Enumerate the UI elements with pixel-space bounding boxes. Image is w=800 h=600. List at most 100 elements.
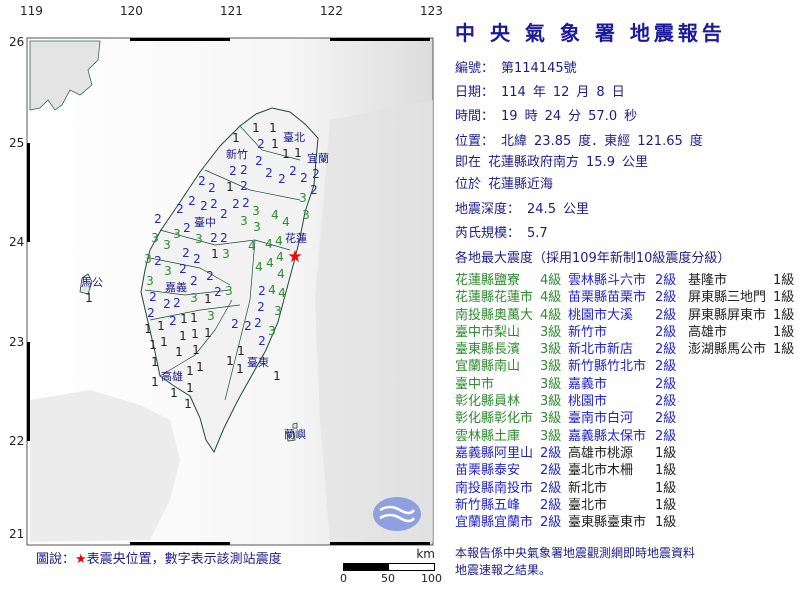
intensity-level: 1級 [773, 324, 795, 340]
station-intensity: 1 [186, 364, 194, 378]
station-intensity: 3 [173, 227, 181, 241]
star-icon: ★ [75, 552, 87, 567]
station-intensity: 1 [204, 292, 212, 306]
intensity-level: 1級 [773, 307, 795, 323]
station-intensity: 4 [277, 267, 285, 281]
city-label: 新竹 [226, 147, 248, 161]
station-intensity: 1 [157, 319, 165, 333]
station-intensity: 2 [232, 197, 240, 211]
station-intensity: 4 [248, 239, 256, 253]
city-label: 臺中 [194, 215, 216, 229]
intensity-level: 1級 [773, 273, 795, 288]
station-intensity: 3 [299, 191, 307, 205]
station-intensity: 1 [196, 360, 204, 374]
station-name: 臺東縣長濱 [455, 342, 521, 358]
station-name: 彰化縣員林 [455, 394, 521, 410]
station-intensity: 2 [300, 171, 308, 185]
value: 年 [532, 85, 546, 100]
station-intensity: 1 [236, 362, 244, 376]
station-intensity: 4 [282, 215, 290, 229]
intensity-level: 2級 [540, 463, 562, 479]
value: 114 [501, 85, 526, 100]
value: 24.5 [527, 202, 556, 217]
station-intensity: 1 [149, 338, 157, 352]
scale-label: 50 [381, 572, 395, 585]
station-intensity: 2 [210, 231, 218, 245]
station-name: 屏東縣三地門 [688, 290, 767, 306]
value: 公里 [562, 202, 589, 217]
cwa-logo-icon [373, 497, 421, 531]
intensity-level: 1級 [773, 342, 795, 358]
station-name: 臺中市梨山 [455, 324, 521, 340]
station-intensity: 1 [204, 326, 212, 340]
label: 地震深度： [455, 202, 521, 217]
station-name: 嘉義市 [568, 376, 608, 392]
station-intensity: 3 [144, 252, 152, 266]
station-name: 基隆市 [688, 273, 728, 288]
station-name: 高雄市桃源 [568, 445, 634, 461]
value: 日 [611, 85, 625, 100]
value: 57.0 [588, 109, 618, 124]
station-name: 彰化縣彰化市 [455, 411, 534, 427]
station-intensity: 3 [146, 274, 154, 288]
station-intensity: 4 [278, 286, 286, 300]
lon-tick: 119 [20, 4, 43, 18]
station-intensity: 1 [144, 322, 152, 336]
value: 5.7 [527, 226, 548, 241]
station-intensity: 2 [240, 179, 248, 193]
station-intensity: 3 [190, 291, 198, 305]
value: 秒 [624, 109, 638, 124]
station-name: 臺南市白河 [568, 411, 634, 427]
scale-label: 100 [421, 572, 442, 585]
station-name: 嘉義縣太保市 [568, 428, 647, 444]
station-intensity: 1 [237, 344, 245, 358]
intensity-level: 1級 [655, 463, 677, 479]
station-intensity: 3 [274, 304, 282, 318]
station-name: 新竹縣五峰 [455, 497, 521, 513]
intensity-level: 4級 [540, 290, 562, 306]
station-intensity: 3 [164, 264, 172, 278]
intensity-level: 2級 [655, 324, 677, 340]
station-intensity: 4 [276, 250, 284, 264]
station-name: 宜蘭縣宜蘭市 [455, 515, 534, 531]
scale-graphic [343, 563, 435, 571]
value: 8 [596, 85, 605, 100]
station-intensity: 3 [151, 231, 159, 245]
city-label: 嘉義 [165, 280, 187, 294]
station-intensity: 2 [198, 174, 206, 188]
value: 月 [576, 85, 590, 100]
station-intensity: 2 [214, 285, 222, 299]
label: 芮氏規模： [455, 226, 521, 241]
report-magnitude: 芮氏規模： 5.7 [455, 222, 555, 241]
footer-note: 本報告係中央氣象署地震觀測網即時地震資料 地震速報之結果。 [455, 545, 695, 579]
station-name: 南投縣奧萬大 [455, 307, 534, 323]
intensity-level: 2級 [655, 394, 677, 410]
report-time: 時間： 19 時 24 分 57.0 秒 [455, 105, 644, 124]
station-intensity: 2 [210, 197, 218, 211]
intensity-level: 2級 [655, 307, 677, 323]
station-intensity: 4 [271, 208, 279, 222]
green-island [292, 422, 298, 429]
lat-tick: 25 [9, 136, 25, 150]
station-intensity: 2 [182, 246, 190, 260]
station-intensity: 2 [154, 212, 162, 226]
station-intensity: 1 [226, 180, 234, 194]
county-borders [144, 125, 301, 401]
station-intensity: 2 [169, 314, 177, 328]
value: 23.85 [534, 134, 572, 149]
station-intensity: 2 [255, 154, 263, 168]
intensity-level: 2級 [655, 428, 677, 444]
station-name: 花蓮縣鹽寮 [455, 273, 521, 288]
station-intensity: 2 [154, 254, 162, 268]
station-name: 臺中市 [455, 376, 495, 392]
station-intensity: 1 [271, 137, 279, 151]
intensity-level: 2級 [540, 515, 562, 531]
station-name: 臺北市 [568, 497, 608, 513]
intensity-level: 4級 [540, 273, 562, 288]
legend-prefix: 圖說： [36, 552, 76, 567]
intensity-level: 2級 [655, 411, 677, 427]
station-intensity: 2 [206, 269, 214, 283]
station-intensity: 2 [188, 194, 196, 208]
station-intensity: 1 [252, 121, 260, 135]
station-intensity: 1 [192, 343, 200, 357]
